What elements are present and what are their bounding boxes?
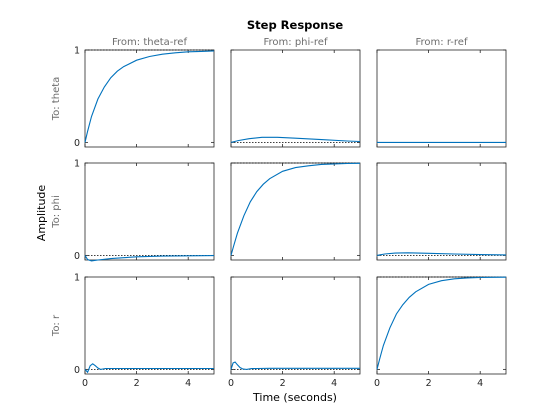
y-tick-label: 0 <box>74 251 80 262</box>
subplot-frame <box>84 276 215 375</box>
subplot-r2-c1: 01 <box>74 159 215 262</box>
subplot-frame <box>230 49 361 148</box>
chart-title: Step Response <box>247 18 343 32</box>
x-tick-label: 4 <box>477 378 483 389</box>
response-line-r3-c3 <box>376 276 507 370</box>
response-line-r2-c2 <box>230 162 361 256</box>
subplot-r1-c2 <box>230 49 361 148</box>
subplot-r1-c3 <box>376 49 507 148</box>
subplot-frame <box>230 162 361 261</box>
subplot-frame <box>84 162 215 261</box>
y-tick-label: 0 <box>74 365 80 376</box>
x-axis-label: Time (seconds) <box>252 391 337 404</box>
subplot-frame <box>376 276 507 375</box>
x-tick-label: 2 <box>134 378 140 389</box>
x-tick-label: 4 <box>185 378 191 389</box>
x-tick-label: 0 <box>82 378 88 389</box>
response-line-r2-c1 <box>84 255 215 262</box>
subplot-r2-c2 <box>230 162 361 261</box>
input-label-1: From: theta-ref <box>112 37 187 48</box>
response-line-r1-c2 <box>230 136 361 143</box>
output-label-1: To: theta <box>51 77 62 122</box>
x-tick-label: 4 <box>331 378 337 389</box>
y-tick-label: 1 <box>74 159 80 170</box>
input-label-2: From: phi-ref <box>264 37 328 48</box>
subplot-r2-c3 <box>376 162 507 261</box>
response-line-r1-c1 <box>84 50 215 143</box>
x-tick-label: 0 <box>228 378 234 389</box>
response-line-r3-c2 <box>230 361 360 370</box>
y-tick-label: 1 <box>74 46 80 57</box>
subplot-r3-c1: 0 2 4 0 1 <box>74 273 215 389</box>
subplot-frame <box>376 162 507 261</box>
response-line-r2-c3 <box>376 252 507 256</box>
subplot-frame <box>376 49 507 148</box>
y-tick-label: 0 <box>74 138 80 149</box>
y-axis-label: Amplitude <box>35 185 48 242</box>
x-tick-label: 2 <box>426 378 432 389</box>
subplot-r3-c2: 0 2 4 <box>228 276 361 389</box>
x-tick-label: 0 <box>374 378 380 389</box>
subplot-frame <box>84 49 215 148</box>
output-label-3: To: r <box>51 314 62 337</box>
response-line-r3-c1 <box>84 363 214 374</box>
input-label-3: From: r-ref <box>416 37 468 48</box>
subplot-grid: From: theta-ref From: phi-ref From: r-ref T… <box>51 37 507 389</box>
y-tick-label: 1 <box>74 273 80 284</box>
output-label-2: To: phi <box>51 195 62 229</box>
subplot-frame <box>230 276 361 375</box>
x-tick-label: 2 <box>280 378 286 389</box>
subplot-r1-c1: 01 <box>74 46 215 149</box>
subplot-r3-c3: 0 2 4 <box>374 276 507 389</box>
